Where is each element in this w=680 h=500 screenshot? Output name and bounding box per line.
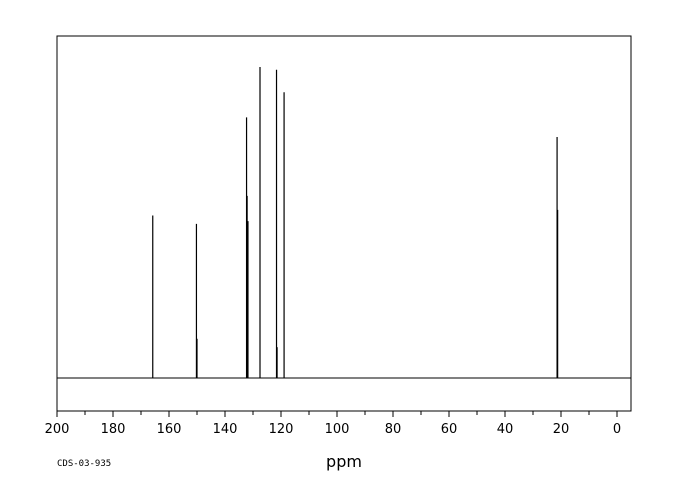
x-tick-label: 20 [553,422,570,437]
x-tick-label: 200 [45,422,70,437]
plot-frame [56,35,632,412]
x-axis-ticks [56,411,618,417]
x-axis-title: ppm [326,452,362,471]
x-tick-label: 0 [613,422,621,437]
peak-group [152,67,559,378]
spectrum-code-label: CDS-03-935 [57,459,111,469]
x-axis-tick-labels: 200 180 160 140 120 100 80 60 40 20 0 [45,422,622,437]
x-tick-label: 160 [157,422,182,437]
x-tick-label: 180 [101,422,126,437]
x-tick-label: 40 [497,422,514,437]
x-tick-label: 100 [325,422,350,437]
x-tick-label: 140 [213,422,238,437]
x-tick-label: 120 [269,422,294,437]
x-tick-label: 60 [441,422,458,437]
x-tick-label: 80 [385,422,402,437]
